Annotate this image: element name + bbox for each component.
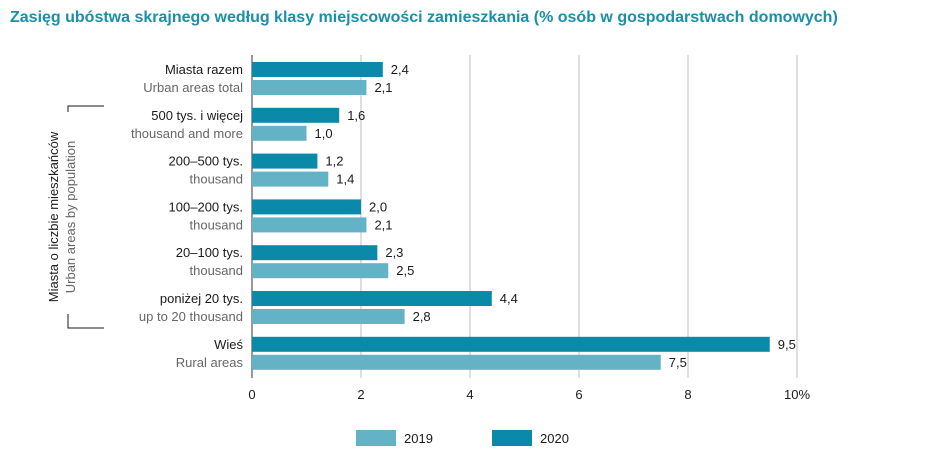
data-label-2020: 1,2	[325, 154, 343, 169]
data-label-2020: 4,4	[500, 291, 518, 306]
data-label-2020: 2,0	[369, 199, 387, 214]
x-tick-label: 10%	[784, 387, 810, 402]
category-label-pl: 200–500 tys.	[169, 154, 243, 169]
x-tick-label: 6	[575, 387, 582, 402]
category-label-pl: Wieś	[214, 337, 243, 352]
group-label-en: Urban areas by population	[63, 141, 78, 294]
data-label-2019: 2,1	[374, 217, 392, 232]
category-label-en: thousand	[190, 263, 244, 278]
legend-swatch-2019	[356, 430, 396, 446]
category-label-pl: poniżej 20 tys.	[160, 291, 243, 306]
category-label-en: thousand and more	[131, 126, 243, 141]
x-tick-label: 8	[684, 387, 691, 402]
x-axis: 0 2 4 6 8 10%	[248, 387, 810, 402]
legend: 2019 2020	[356, 430, 569, 446]
x-tick-label: 0	[248, 387, 255, 402]
category-label-en: thousand	[190, 217, 244, 232]
group-annotation: Miasta o liczbie mieszkańców Urban areas …	[46, 105, 104, 329]
x-tick-label: 2	[357, 387, 364, 402]
bar-2019	[252, 263, 389, 279]
bar-2020	[252, 62, 383, 77]
data-label-2019: 2,1	[374, 80, 392, 95]
data-label-2019: 1,0	[315, 126, 333, 141]
category-label-en: up to 20 thousand	[139, 309, 243, 324]
data-label-2020: 2,3	[385, 245, 403, 260]
category-label-pl: 500 tys. i więcej	[151, 108, 243, 123]
category-label-en: Urban areas total	[143, 80, 243, 95]
legend-swatch-2020	[492, 430, 532, 446]
data-label-2019: 1,4	[336, 172, 354, 187]
data-label-2020: 9,5	[778, 337, 796, 352]
bar-2019	[252, 309, 405, 324]
category-label-pl: Miasta razem	[165, 62, 243, 77]
data-label-2020: 1,6	[347, 108, 365, 123]
bar-2020	[252, 245, 378, 261]
bar-2019	[252, 125, 307, 141]
group-bracket	[67, 105, 104, 329]
chart-title: Zasięg ubóstwa skrajnego według klasy mi…	[10, 9, 838, 26]
bars	[252, 62, 770, 370]
category-label-en: thousand	[190, 172, 244, 187]
data-label-2019: 2,5	[396, 263, 414, 278]
data-label-2020: 2,4	[391, 62, 409, 77]
category-label-pl: 20–100 tys.	[176, 245, 243, 260]
value-labels: 2,4 2,1 1,6 1,0 1,2 1,4 2,0 2,1 2,3 2,5 4,4 2,8 9,5 7…	[315, 62, 796, 370]
gridlines	[251, 55, 798, 378]
data-label-2019: 7,5	[669, 355, 687, 370]
bar-2020	[252, 291, 492, 306]
bar-2020	[252, 199, 361, 215]
group-label-pl: Miasta o liczbie mieszkańców	[46, 131, 61, 302]
bar-2020	[252, 336, 770, 352]
category-label-pl: 100–200 tys.	[169, 199, 243, 214]
legend-label-2019: 2019	[404, 431, 433, 446]
bar-2019	[252, 354, 661, 370]
data-label-2019: 2,8	[413, 309, 431, 324]
bar-2020	[252, 153, 318, 169]
bar-2019	[252, 80, 367, 95]
category-labels: Miasta razem Urban areas total 500 tys. i …	[131, 62, 244, 370]
category-label-en: Rural areas	[176, 355, 244, 370]
legend-label-2020: 2020	[540, 431, 569, 446]
x-tick-label: 4	[466, 387, 473, 402]
bar-2019	[252, 171, 329, 187]
bar-2020	[252, 107, 340, 123]
bar-2019	[252, 217, 367, 233]
